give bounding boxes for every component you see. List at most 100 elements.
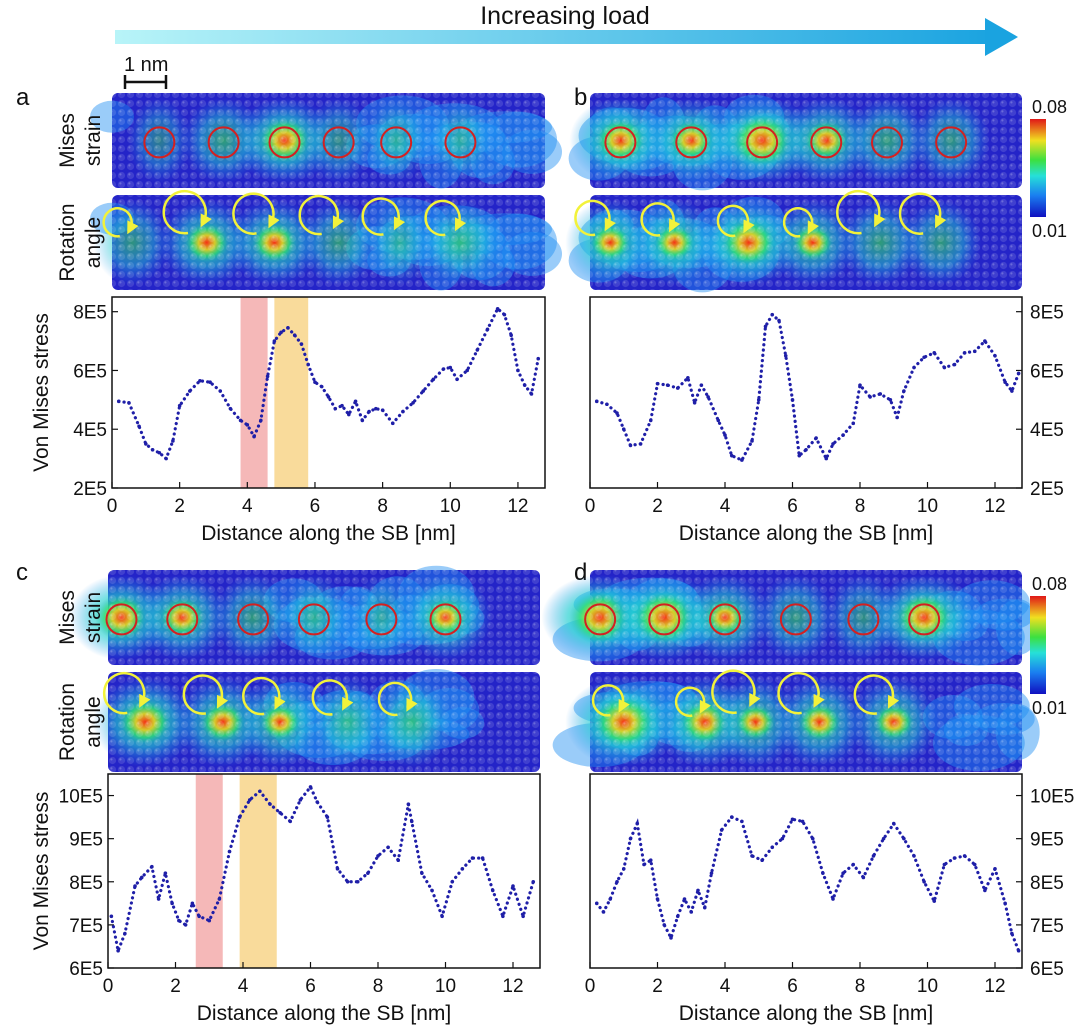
data-point: [137, 424, 141, 429]
strain-label-line2: strain: [82, 592, 105, 643]
strain-circle-marker: [935, 126, 968, 159]
data-point: [259, 418, 263, 423]
x-tick-label: 4: [720, 976, 731, 997]
strain-circle-marker: [709, 603, 741, 636]
x-tick-label: 2: [652, 976, 663, 997]
data-point: [740, 819, 744, 824]
data-point: [207, 918, 212, 923]
data-point: [421, 389, 426, 393]
data-point: [621, 867, 626, 871]
data-point: [536, 356, 541, 361]
data-point: [218, 389, 223, 393]
x-tick-label: 2: [170, 976, 181, 997]
data-point: [871, 854, 876, 858]
rotation-arrow-marker: [782, 207, 819, 238]
data-point: [150, 864, 154, 869]
data-point: [346, 412, 351, 417]
strain-circle-marker: [105, 603, 138, 636]
data-point: [448, 365, 453, 370]
data-point: [682, 897, 687, 901]
data-point: [247, 798, 252, 802]
data-point: [1016, 948, 1021, 953]
data-point: [465, 368, 469, 373]
x-tick-label: 2: [174, 496, 185, 517]
data-point: [109, 914, 114, 919]
data-point: [932, 899, 937, 903]
series-line: [595, 312, 1021, 463]
data-point: [157, 450, 162, 455]
data-point: [144, 442, 148, 446]
data-point: [881, 836, 886, 841]
data-point: [198, 378, 202, 383]
data-point: [692, 400, 697, 405]
x-tick-label: 0: [107, 496, 118, 517]
x-tick-label: 0: [585, 496, 596, 517]
panel-letter-a: a: [16, 84, 30, 111]
map-atom-texture: [590, 93, 1022, 188]
data-point: [522, 383, 527, 387]
strain-circle-marker: [143, 126, 176, 159]
data-point: [716, 418, 721, 423]
data-point: [621, 427, 626, 432]
x-tick-label: 12: [502, 976, 523, 997]
rotation-arrow-marker: [716, 204, 755, 238]
rotation-arrow-marker: [311, 679, 354, 716]
data-point: [420, 871, 424, 875]
data-point: [983, 339, 987, 343]
data-point: [932, 351, 937, 355]
strain-circle-marker: [779, 603, 812, 636]
rotation-angle-map-b: [565, 190, 1022, 293]
data-point: [431, 377, 436, 382]
data-point: [723, 433, 727, 437]
data-point: [308, 785, 313, 789]
data-point: [756, 398, 761, 402]
panel-b: b 0.08 0.01 0 2 4 6 8 10 12 2E5 4E5 6E5 8E5 Distance a…: [565, 84, 1067, 545]
data-point: [197, 914, 201, 919]
data-point: [411, 400, 415, 405]
x-tick-label: 12: [984, 496, 1005, 517]
strain-circle-marker: [365, 603, 398, 636]
mises-strain-map-d: [541, 570, 1040, 666]
data-point: [952, 362, 957, 367]
plot-frame: [107, 773, 541, 969]
rotation-angle-map-c: [92, 669, 540, 772]
y-tick-label: 7E5: [1030, 916, 1064, 937]
data-point: [460, 867, 465, 871]
data-point: [983, 888, 987, 893]
data-point: [306, 362, 311, 367]
x-tick-label: 4: [242, 496, 253, 517]
map-atom-texture: [108, 672, 540, 772]
data-point: [729, 453, 734, 458]
data-point: [163, 871, 168, 875]
data-point: [912, 854, 916, 858]
x-tick-label: 8: [855, 976, 866, 997]
rotation-arrow-marker: [162, 190, 212, 235]
data-point: [288, 819, 293, 824]
highlight-band-red: [240, 297, 268, 488]
colorbar: [1030, 119, 1046, 217]
strain-circle-marker: [746, 126, 779, 159]
rotation-angle-map-a: [90, 190, 563, 291]
rotation-arrow-marker: [640, 202, 681, 237]
data-point: [851, 421, 856, 426]
strain-circle-marker: [322, 126, 355, 159]
load-arrow-shaft: [115, 30, 995, 44]
colorbar-min-label: 0.01: [1032, 221, 1067, 241]
x-tick-label: 0: [585, 976, 596, 997]
data-point: [116, 948, 120, 953]
highlight-band-orange: [274, 297, 309, 488]
data-point: [628, 836, 633, 841]
y-tick-label: 4E5: [1030, 420, 1064, 441]
data-point: [208, 380, 212, 385]
data-point: [164, 456, 168, 461]
data-point: [268, 802, 272, 806]
data-point: [177, 403, 182, 408]
data-point: [227, 849, 232, 854]
map-atom-texture: [590, 672, 1022, 772]
y-axis-label: Von Mises stress: [30, 792, 53, 951]
data-point: [430, 888, 434, 893]
data-point: [238, 418, 243, 423]
y-tick-label: 6E5: [1030, 959, 1064, 980]
x-tick-label: 8: [373, 976, 384, 997]
